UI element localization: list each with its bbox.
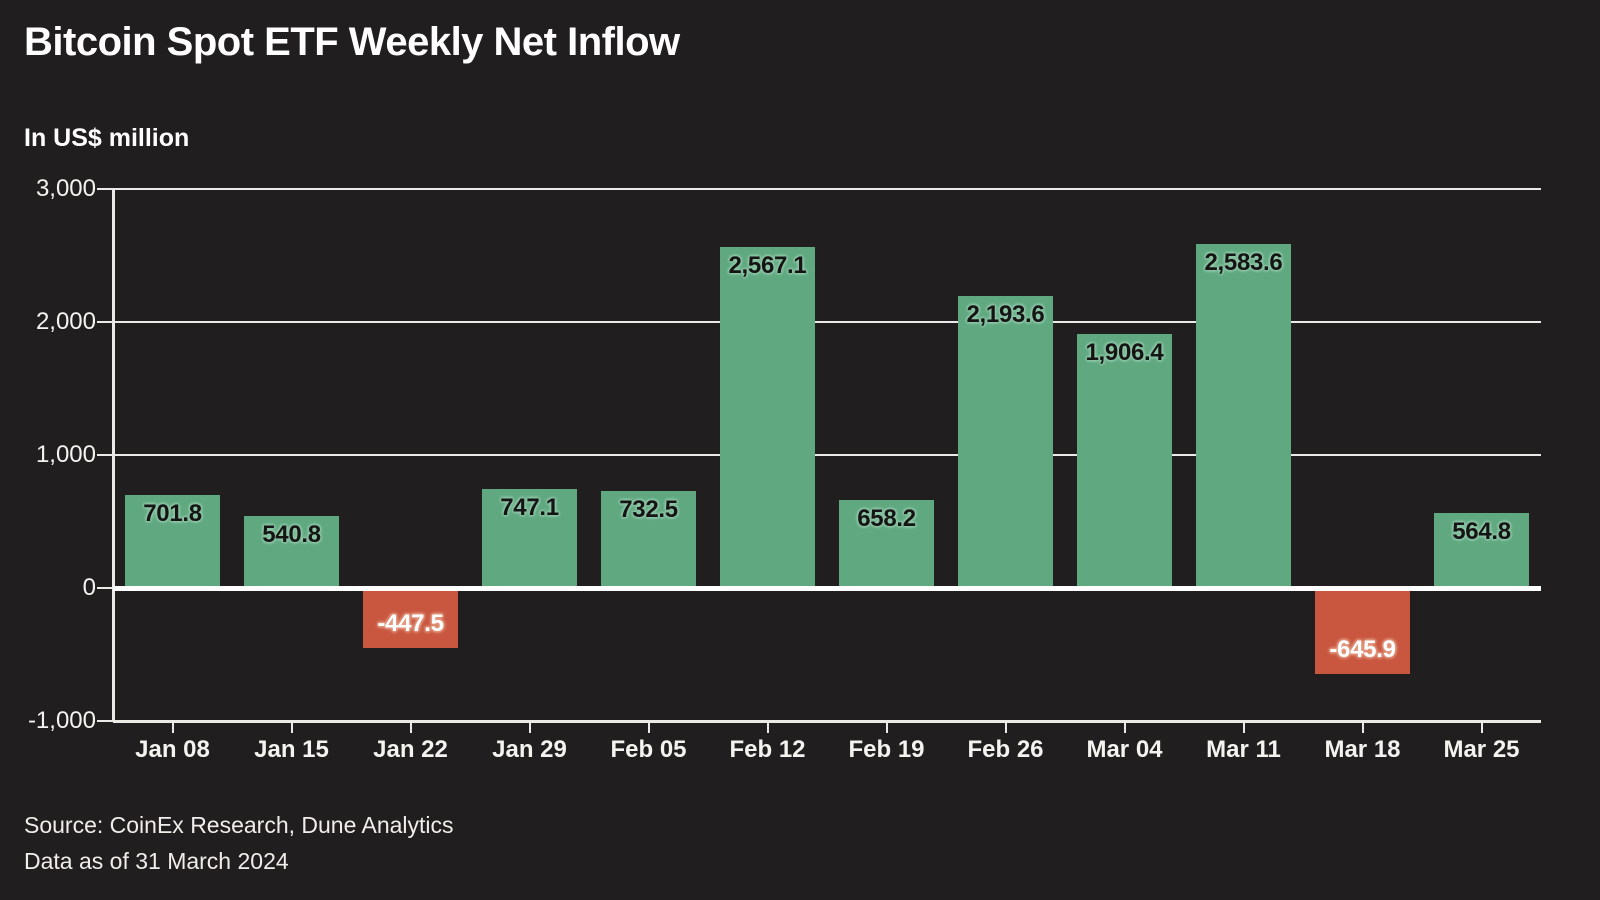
x-axis-tick <box>766 721 769 733</box>
y-axis-tick <box>97 454 113 456</box>
bar-feb-19: 658.2 <box>839 500 934 588</box>
bar-mar-11: 2,583.6 <box>1196 244 1291 588</box>
gridline <box>113 188 1541 190</box>
x-axis-tick <box>1480 721 1483 733</box>
x-axis-tick <box>290 721 293 733</box>
bar-value-label: 732.5 <box>619 495 678 523</box>
bar-jan-22: -447.5 <box>363 588 458 648</box>
data-note: Data as of 31 March 2024 <box>24 848 289 874</box>
bar-feb-12: 2,567.1 <box>720 246 815 588</box>
chart-subtitle: In US$ million <box>24 124 190 152</box>
bar-value-label: 2,583.6 <box>1204 249 1283 277</box>
bar-value-label: 1,906.4 <box>1085 339 1164 367</box>
bar-value-label: 540.8 <box>262 521 321 549</box>
x-axis-line <box>113 719 1541 723</box>
y-axis-label: 3,000 <box>35 175 96 202</box>
x-axis-label: Mar 11 <box>1206 736 1281 763</box>
source-text: Source: CoinEx Research, Dune Analytics <box>24 812 454 838</box>
x-axis-label: Mar 25 <box>1443 736 1520 763</box>
bar-mar-25: 564.8 <box>1434 512 1529 588</box>
bar-jan-08: 701.8 <box>125 494 220 588</box>
x-axis-label: Mar 18 <box>1324 736 1401 763</box>
y-axis-tick <box>97 321 113 323</box>
x-axis-tick <box>528 721 531 733</box>
bar-value-label: 564.8 <box>1452 517 1511 545</box>
gridline <box>113 321 1541 323</box>
gridline <box>113 454 1541 456</box>
bar-value-label: -645.9 <box>1329 635 1396 663</box>
x-axis-tick <box>409 721 412 733</box>
bar-feb-05: 732.5 <box>601 490 696 588</box>
y-axis-tick <box>97 587 113 589</box>
y-axis-tick <box>97 188 113 190</box>
x-axis-tick <box>885 721 888 733</box>
bar-mar-18: -645.9 <box>1315 588 1410 674</box>
bar-value-label: -447.5 <box>377 609 444 637</box>
bar-value-label: 658.2 <box>857 505 916 533</box>
x-axis-label: Feb 12 <box>729 736 806 763</box>
bar-value-label: 701.8 <box>143 499 202 527</box>
bar-value-label: 2,193.6 <box>966 301 1045 329</box>
bar-value-label: 747.1 <box>500 493 559 521</box>
bar-feb-26: 2,193.6 <box>958 296 1053 588</box>
bar-jan-29: 747.1 <box>482 488 577 588</box>
bar-mar-04: 1,906.4 <box>1077 334 1172 588</box>
x-axis-tick <box>1004 721 1007 733</box>
y-axis-label: 2,000 <box>35 308 96 335</box>
x-axis-label: Feb 26 <box>967 736 1044 763</box>
y-axis-label: 0 <box>82 574 96 601</box>
bar-jan-15: 540.8 <box>244 516 339 588</box>
x-axis-tick <box>647 721 650 733</box>
x-axis-tick <box>1361 721 1364 733</box>
y-axis-spine <box>112 189 115 721</box>
x-axis-tick <box>1123 721 1126 733</box>
x-axis-tick <box>1242 721 1245 733</box>
x-axis-label: Feb 05 <box>610 736 687 763</box>
y-axis-tick <box>97 720 113 722</box>
y-axis-label: -1,000 <box>27 707 96 734</box>
x-axis-label: Jan 29 <box>492 736 567 763</box>
x-axis-tick <box>171 721 174 733</box>
chart-title: Bitcoin Spot ETF Weekly Net Inflow <box>24 20 680 64</box>
bar-value-label: 2,567.1 <box>728 251 807 279</box>
x-axis-label: Jan 15 <box>254 736 329 763</box>
x-axis-label: Jan 08 <box>135 736 210 763</box>
x-axis-label: Feb 19 <box>848 736 925 763</box>
zero-baseline <box>113 585 1541 591</box>
x-axis-label: Jan 22 <box>373 736 448 763</box>
x-axis-label: Mar 04 <box>1086 736 1163 763</box>
y-axis-label: 1,000 <box>35 441 96 468</box>
